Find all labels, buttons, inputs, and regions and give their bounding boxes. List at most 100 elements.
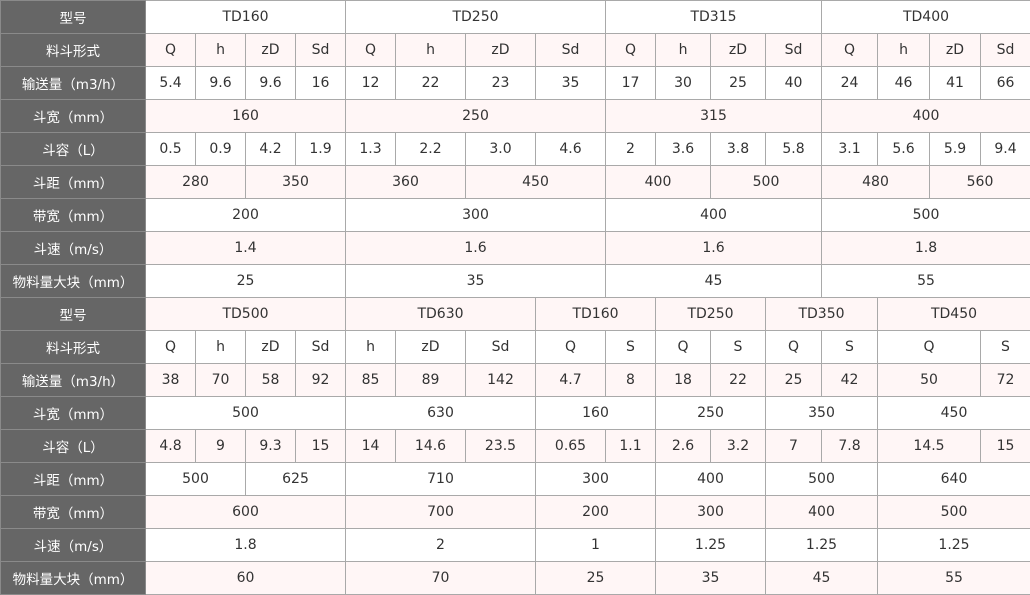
cell-bucket-volume: 1.1: [606, 430, 656, 463]
cell-max-lump-size: 55: [878, 562, 1030, 595]
cell-bucket-pitch: 350: [246, 166, 346, 199]
cell-capacity: 89: [396, 364, 466, 397]
row-label-model: 型号: [1, 1, 146, 34]
cell-max-lump-size: 45: [606, 265, 822, 298]
cell-max-lump-size: 25: [146, 265, 346, 298]
cell-bucket-type: Q: [606, 34, 656, 67]
cell-bucket-volume: 14.5: [878, 430, 981, 463]
cell-belt-width: 600: [146, 496, 346, 529]
cell-bucket-volume: 0.9: [196, 133, 246, 166]
cell-bucket-volume: 23.5: [466, 430, 536, 463]
cell-bucket-volume: 5.6: [878, 133, 930, 166]
cell-bucket-speed: 1.4: [146, 232, 346, 265]
cell-bucket-type: S: [606, 331, 656, 364]
row-label-capacity: 输送量（m3/h）: [1, 67, 146, 100]
cell-capacity: 46: [878, 67, 930, 100]
cell-bucket-pitch: 280: [146, 166, 246, 199]
cell-model: TD160: [146, 1, 346, 34]
cell-belt-width: 300: [346, 199, 606, 232]
cell-model: TD450: [878, 298, 1030, 331]
cell-capacity: 142: [466, 364, 536, 397]
cell-capacity: 25: [766, 364, 822, 397]
cell-bucket-width: 500: [146, 397, 346, 430]
cell-model: TD160: [536, 298, 656, 331]
cell-max-lump-size: 70: [346, 562, 536, 595]
cell-belt-width: 500: [822, 199, 1030, 232]
cell-bucket-type: h: [396, 34, 466, 67]
cell-capacity: 23: [466, 67, 536, 100]
cell-model: TD350: [766, 298, 878, 331]
cell-model: TD630: [346, 298, 536, 331]
cell-bucket-type: zD: [711, 34, 766, 67]
cell-bucket-type: h: [878, 34, 930, 67]
cell-bucket-volume: 7.8: [822, 430, 878, 463]
cell-model: TD315: [606, 1, 822, 34]
row-label-bucket-type: 料斗形式: [1, 331, 146, 364]
cell-bucket-pitch: 450: [466, 166, 606, 199]
cell-capacity: 85: [346, 364, 396, 397]
cell-capacity: 17: [606, 67, 656, 100]
cell-bucket-speed: 1.25: [656, 529, 766, 562]
cell-bucket-type: Q: [346, 34, 396, 67]
cell-capacity: 4.7: [536, 364, 606, 397]
cell-bucket-type: Q: [766, 331, 822, 364]
cell-bucket-volume: 3.1: [822, 133, 878, 166]
cell-capacity: 50: [878, 364, 981, 397]
row-label-belt-width: 带宽（mm）: [1, 496, 146, 529]
cell-capacity: 66: [981, 67, 1030, 100]
cell-bucket-volume: 3.2: [711, 430, 766, 463]
cell-capacity: 70: [196, 364, 246, 397]
cell-bucket-pitch: 480: [822, 166, 930, 199]
cell-bucket-type: Sd: [466, 331, 536, 364]
cell-bucket-pitch: 360: [346, 166, 466, 199]
cell-bucket-volume: 9: [196, 430, 246, 463]
cell-belt-width: 400: [766, 496, 878, 529]
row-label-bucket-pitch: 斗距（mm）: [1, 463, 146, 496]
cell-bucket-type: Sd: [536, 34, 606, 67]
cell-bucket-volume: 3.8: [711, 133, 766, 166]
cell-capacity: 92: [296, 364, 346, 397]
cell-max-lump-size: 45: [766, 562, 878, 595]
row-label-bucket-width: 斗宽（mm）: [1, 100, 146, 133]
cell-capacity: 40: [766, 67, 822, 100]
cell-model: TD250: [346, 1, 606, 34]
cell-bucket-width: 400: [822, 100, 1030, 133]
cell-model: TD400: [822, 1, 1030, 34]
cell-capacity: 42: [822, 364, 878, 397]
cell-bucket-volume: 1.9: [296, 133, 346, 166]
cell-bucket-volume: 2.2: [396, 133, 466, 166]
cell-bucket-volume: 4.2: [246, 133, 296, 166]
cell-bucket-pitch: 500: [766, 463, 878, 496]
cell-capacity: 72: [981, 364, 1030, 397]
cell-bucket-volume: 9.3: [246, 430, 296, 463]
cell-bucket-volume: 15: [296, 430, 346, 463]
cell-bucket-type: zD: [246, 34, 296, 67]
cell-bucket-width: 160: [536, 397, 656, 430]
cell-bucket-type: Q: [822, 34, 878, 67]
cell-bucket-pitch: 500: [711, 166, 822, 199]
cell-bucket-speed: 1.6: [606, 232, 822, 265]
cell-capacity: 5.4: [146, 67, 196, 100]
cell-bucket-type: h: [346, 331, 396, 364]
cell-bucket-volume: 4.8: [146, 430, 196, 463]
cell-capacity: 9.6: [196, 67, 246, 100]
cell-bucket-type: Q: [536, 331, 606, 364]
cell-bucket-pitch: 710: [346, 463, 536, 496]
cell-bucket-type: zD: [396, 331, 466, 364]
cell-max-lump-size: 60: [146, 562, 346, 595]
row-label-model: 型号: [1, 298, 146, 331]
cell-bucket-speed: 2: [346, 529, 536, 562]
cell-bucket-pitch: 400: [606, 166, 711, 199]
cell-capacity: 8: [606, 364, 656, 397]
cell-bucket-pitch: 500: [146, 463, 246, 496]
row-label-belt-width: 带宽（mm）: [1, 199, 146, 232]
cell-capacity: 22: [711, 364, 766, 397]
